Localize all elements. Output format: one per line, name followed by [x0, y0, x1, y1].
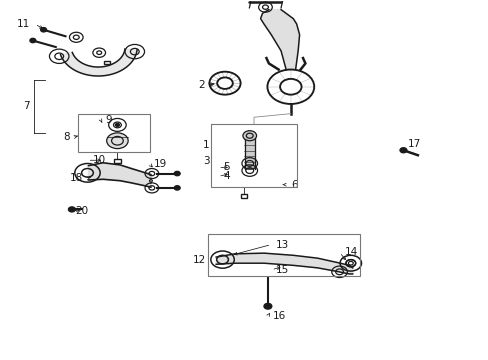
Polygon shape [260, 19, 296, 24]
Circle shape [243, 131, 256, 141]
Text: 3: 3 [203, 156, 209, 166]
Polygon shape [244, 138, 254, 169]
Polygon shape [271, 35, 299, 51]
Circle shape [399, 148, 406, 153]
Circle shape [174, 186, 180, 190]
Polygon shape [281, 51, 298, 69]
Text: 19: 19 [154, 159, 167, 169]
Polygon shape [216, 253, 352, 274]
Text: 20: 20 [75, 206, 88, 216]
Text: 9: 9 [105, 115, 112, 125]
Text: 4: 4 [223, 171, 229, 181]
Text: 2: 2 [198, 80, 204, 90]
Circle shape [68, 207, 75, 212]
Text: 12: 12 [193, 255, 206, 265]
Polygon shape [262, 10, 285, 13]
Circle shape [41, 28, 46, 32]
Text: 10: 10 [92, 155, 105, 165]
Text: 18: 18 [69, 173, 82, 183]
Bar [114, 159, 121, 163]
Circle shape [106, 133, 128, 149]
Text: 5: 5 [223, 162, 229, 172]
Bar [78, 114, 150, 152]
Polygon shape [264, 24, 299, 35]
Text: 11: 11 [17, 19, 30, 29]
Polygon shape [61, 49, 137, 76]
Text: 15: 15 [276, 265, 289, 275]
Bar [211, 125, 296, 187]
Text: 8: 8 [63, 132, 70, 142]
Text: 17: 17 [407, 139, 420, 149]
Bar [241, 194, 247, 198]
Circle shape [115, 123, 119, 126]
Text: 7: 7 [23, 102, 30, 112]
Bar [103, 60, 110, 64]
Text: 6: 6 [290, 180, 297, 190]
Polygon shape [260, 13, 293, 19]
Polygon shape [88, 163, 151, 187]
Circle shape [264, 303, 271, 309]
Text: 1: 1 [203, 140, 209, 150]
Text: 14: 14 [344, 247, 357, 257]
Text: 13: 13 [276, 239, 289, 249]
Text: 16: 16 [272, 311, 285, 321]
Bar [208, 234, 359, 276]
Circle shape [30, 39, 36, 42]
Circle shape [174, 171, 180, 176]
